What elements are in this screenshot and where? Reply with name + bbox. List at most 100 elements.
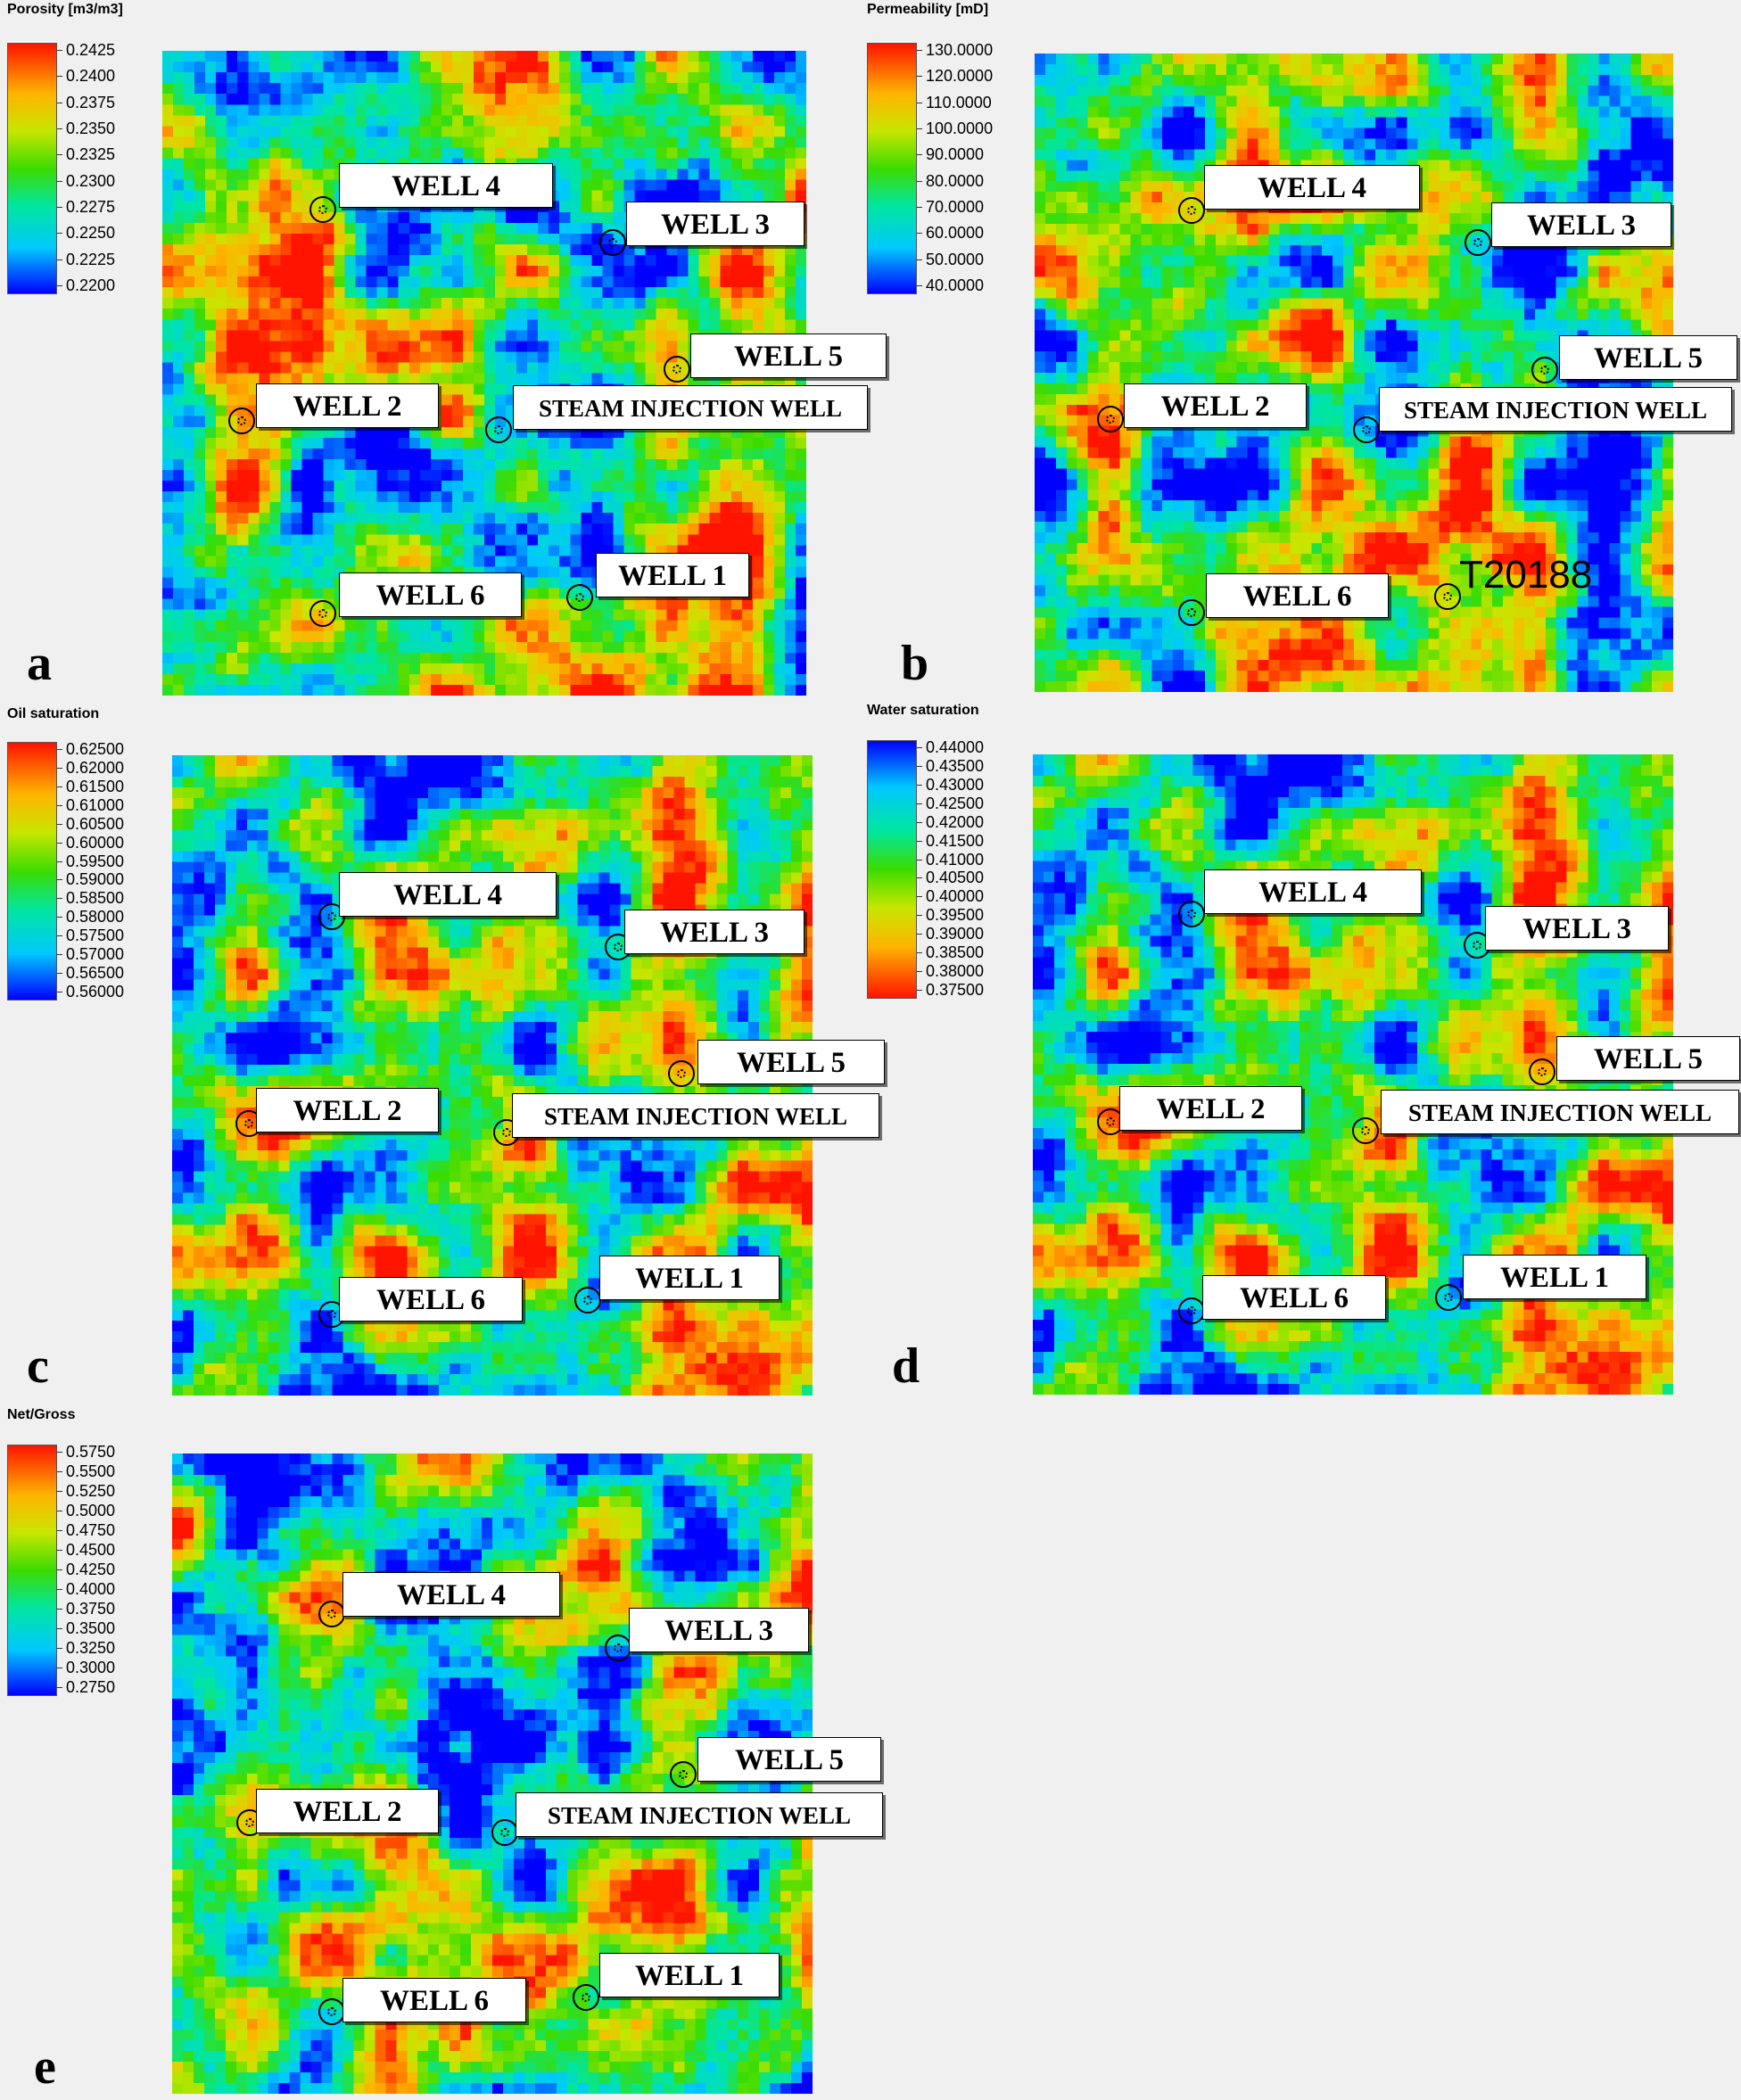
scale-tick-mark xyxy=(917,259,922,260)
scale-tick-mark xyxy=(57,767,62,769)
well-marker xyxy=(1435,1284,1462,1311)
scale-tick-label: 0.5000 xyxy=(66,1502,116,1519)
scale-tick-label: 0.61000 xyxy=(66,795,125,814)
well-marker xyxy=(1178,1297,1205,1324)
scale-tick-mark xyxy=(57,954,62,956)
scale-tick-mark xyxy=(57,1569,62,1570)
well-label: WELL 6 xyxy=(342,1978,526,2022)
scale-tick-label: 0.41000 xyxy=(926,850,985,869)
scale-tick-mark xyxy=(917,840,922,842)
well-label: WELL 1 xyxy=(1463,1255,1646,1299)
scale-tick-label: 60.0000 xyxy=(926,224,985,243)
scale-tick-mark xyxy=(57,128,62,129)
scale-tick-label: 0.57000 xyxy=(66,945,125,964)
scale-tick-mark xyxy=(57,1589,62,1590)
scale-tick-label: 0.43500 xyxy=(926,756,985,775)
well-label: WELL 5 xyxy=(690,334,887,378)
scale-tick-label: 0.5500 xyxy=(66,1462,116,1480)
scale-tick-mark xyxy=(57,1530,62,1531)
scale-tick-label: 0.62000 xyxy=(66,758,125,777)
well-label: WELL 5 xyxy=(697,1737,881,1782)
well-marker xyxy=(1352,1117,1379,1144)
well-marker xyxy=(318,1998,345,2025)
scale-tick-label: 0.62500 xyxy=(66,740,125,758)
well-label: WELL 6 xyxy=(339,1277,523,1322)
well-label: WELL 3 xyxy=(626,202,804,246)
scale-tick-label: 0.43000 xyxy=(926,775,985,794)
scale-tick-label: 80.0000 xyxy=(926,171,985,190)
scale-tick-label: 0.41500 xyxy=(926,831,985,850)
scale-tick-label: 50.0000 xyxy=(926,250,985,268)
scale-tick-label: 40.0000 xyxy=(926,276,985,294)
well-marker xyxy=(309,600,336,627)
scale-tick-mark xyxy=(57,1550,62,1551)
well-marker xyxy=(1529,1058,1555,1085)
color-scale-bar xyxy=(7,1445,57,1696)
scale-tick-mark xyxy=(917,765,922,767)
scale-tick-label: 0.5750 xyxy=(66,1443,116,1461)
well-marker xyxy=(599,229,626,256)
well-label: STEAM INJECTION WELL xyxy=(516,1792,883,1837)
well-label: WELL 1 xyxy=(599,1256,780,1300)
scale-tick-mark xyxy=(917,990,922,991)
well-label: WELL 2 xyxy=(1119,1086,1302,1131)
well-label: WELL 6 xyxy=(1206,573,1389,618)
scale-tick-mark xyxy=(917,154,922,156)
scale-tick-mark xyxy=(57,786,62,787)
scale-tick-mark xyxy=(57,259,62,260)
well-label: WELL 3 xyxy=(629,1608,809,1652)
well-marker xyxy=(605,1635,631,1661)
well-marker xyxy=(1531,357,1558,383)
scale-tick-label: 0.57500 xyxy=(66,926,125,945)
well-marker xyxy=(491,1819,518,1846)
scale-tick-mark xyxy=(57,1452,62,1453)
scale-tick-label: 0.2300 xyxy=(66,171,116,190)
well-marker xyxy=(318,1601,345,1627)
panel-letter: d xyxy=(892,1338,920,1394)
well-marker xyxy=(485,416,512,443)
well-label: WELL 5 xyxy=(1559,335,1737,380)
well-label: STEAM INJECTION WELL xyxy=(1379,387,1732,432)
scale-tick-mark xyxy=(57,804,62,806)
scale-tick-label: 0.3750 xyxy=(66,1600,116,1618)
scale-tick-mark xyxy=(917,747,922,748)
scale-tick-label: 0.3500 xyxy=(66,1619,116,1637)
scale-tick-label: 0.2350 xyxy=(66,119,116,137)
scale-tick-mark xyxy=(57,935,62,937)
scale-tick-label: 0.58000 xyxy=(66,908,125,926)
scale-tick-mark xyxy=(57,1687,62,1688)
well-label: STEAM INJECTION WELL xyxy=(512,1093,879,1138)
scale-tick-mark xyxy=(57,879,62,881)
scale-tick-mark xyxy=(917,859,922,861)
scale-tick-mark xyxy=(917,128,922,129)
scale-tick-label: 0.37500 xyxy=(926,981,985,999)
well-marker xyxy=(1178,901,1205,927)
color-scale-bar xyxy=(867,43,917,294)
scale-tick-label: 0.2325 xyxy=(66,145,116,164)
well-raw-label: T20188 xyxy=(1459,553,1593,597)
scale-tick-label: 90.0000 xyxy=(926,145,985,164)
well-marker xyxy=(664,356,690,383)
panel-letter: a xyxy=(27,636,52,691)
scale-tick-label: 0.39000 xyxy=(926,925,985,943)
scale-tick-mark xyxy=(917,207,922,208)
scale-tick-mark xyxy=(917,50,922,51)
scale-tick-mark xyxy=(57,749,62,750)
scale-tick-label: 0.3000 xyxy=(66,1659,116,1676)
scale-tick-mark xyxy=(57,1491,62,1492)
scale-tick-label: 0.56000 xyxy=(66,983,125,1001)
scale-tick-mark xyxy=(917,971,922,973)
scale-tick-label: 0.40000 xyxy=(926,887,985,906)
scale-tick-label: 0.5250 xyxy=(66,1482,116,1500)
scale-tick-label: 0.38500 xyxy=(926,943,985,962)
scale-tick-label: 0.2250 xyxy=(66,224,116,243)
well-label: WELL 4 xyxy=(1204,165,1420,210)
scale-tick-mark xyxy=(57,207,62,208)
scale-tick-label: 0.38000 xyxy=(926,962,985,981)
well-label: WELL 4 xyxy=(342,1572,560,1617)
scale-tick-label: 0.4500 xyxy=(66,1541,116,1559)
well-marker xyxy=(1178,599,1205,626)
scale-tick-mark xyxy=(57,1648,62,1649)
well-label: WELL 1 xyxy=(596,553,749,597)
legend-title: Porosity [m3/m3] xyxy=(7,2,123,17)
